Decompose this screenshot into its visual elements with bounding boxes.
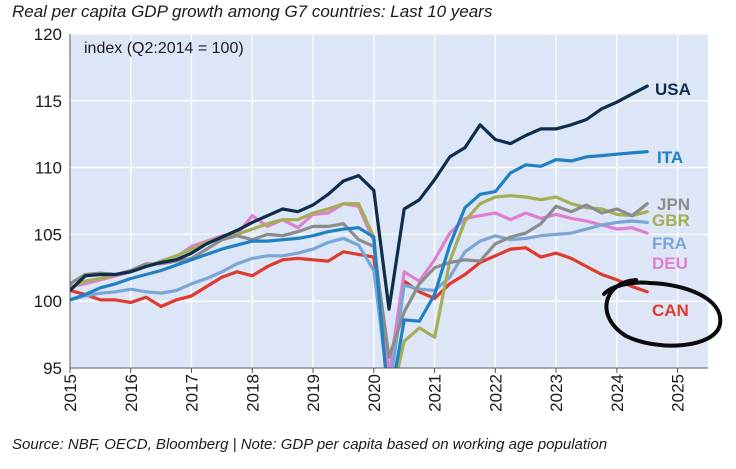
y-tick-label: 105: [34, 225, 62, 244]
y-tick-label: 120: [34, 25, 62, 44]
x-tick-label: 2015: [61, 374, 80, 412]
x-axis: 2015 2016 2017 2018 2019 2020 2021 2022 2023 2024…: [61, 367, 708, 412]
series-line-fra: [70, 219, 649, 368]
series-label-ita: ITA: [657, 148, 683, 167]
series-label-jpn: JPN: [657, 195, 690, 214]
series-label-gbr: GBR: [652, 211, 690, 230]
series-line-usa: [70, 84, 649, 311]
y-tick-label: 110: [35, 159, 62, 178]
series-line-gbr: [70, 194, 649, 368]
index-note: index (Q2:2014 = 100): [84, 40, 244, 57]
series-label-can: CAN: [652, 301, 689, 320]
x-tick-label: 2020: [365, 374, 384, 412]
y-tick-label: 100: [34, 292, 62, 311]
y-axis: 95 100 105 110 115 120: [34, 25, 71, 378]
x-tick-label: 2017: [183, 374, 202, 412]
series-lines: [70, 84, 649, 368]
x-tick-label: 2021: [426, 374, 445, 412]
series-line-can: [70, 246, 649, 368]
series-label-deu: DEU: [652, 254, 688, 273]
grid: [69, 33, 708, 369]
x-tick-label: 2025: [669, 374, 688, 412]
x-tick-label: 2024: [608, 374, 627, 412]
x-tick-label: 2023: [547, 374, 566, 412]
x-tick-label: 2018: [243, 374, 262, 412]
chart-source: Source: NBF, OECD, Bloomberg | Note: GDP…: [12, 436, 608, 453]
x-tick-label: 2019: [304, 374, 323, 412]
series-label-usa: USA: [655, 80, 691, 99]
series-label-fra: FRA: [652, 234, 687, 253]
highlight-circle: [602, 278, 723, 348]
x-tick-label: 2016: [122, 374, 141, 412]
series-line-ita: [70, 150, 649, 368]
chart-title: Real per capita GDP growth among G7 coun…: [12, 2, 493, 21]
y-tick-label: 95: [43, 359, 62, 378]
plot-area: [70, 34, 708, 368]
y-tick-label: 115: [35, 92, 62, 111]
x-tick-label: 2022: [486, 374, 505, 412]
